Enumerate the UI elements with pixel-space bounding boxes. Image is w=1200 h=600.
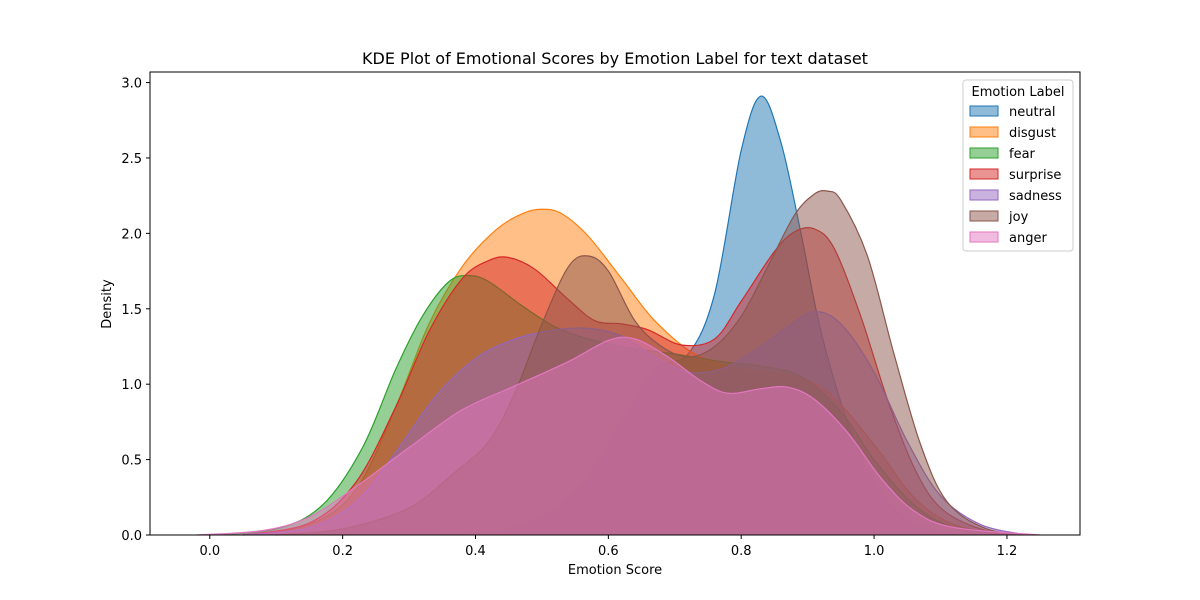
legend-label-sadness: sadness	[1009, 189, 1062, 204]
density-areas	[196, 95, 1041, 536]
density-area-anger	[196, 337, 1041, 535]
legend-swatch-fear	[969, 147, 999, 159]
chart-title: KDE Plot of Emotional Scores by Emotion …	[362, 49, 868, 68]
x-tick-label: 0.4	[465, 544, 486, 559]
legend-swatch-neutral	[969, 105, 999, 117]
x-axis-ticks: 0.0 0.2 0.4 0.6 0.8 1.0 1.2	[199, 535, 1017, 559]
legend-swatch-surprise	[969, 168, 999, 180]
x-axis-label: Emotion Score	[568, 563, 662, 578]
legend-swatch-joy	[969, 210, 999, 222]
legend-swatch-sadness	[969, 189, 999, 201]
y-axis-label: Density	[100, 279, 115, 329]
legend-label-surprise: surprise	[1009, 168, 1061, 183]
y-axis-ticks: 0.0 0.5 1.0 1.5 2.0 2.5 3.0	[121, 77, 150, 544]
y-tick-label: 1.5	[121, 303, 142, 318]
x-tick-label: 1.0	[864, 544, 885, 559]
x-tick-label: 0.8	[731, 544, 752, 559]
legend-box	[962, 79, 1074, 252]
legend-label-anger: anger	[1009, 231, 1047, 246]
y-tick-label: 2.5	[121, 152, 142, 167]
legend-title: Emotion Label	[972, 85, 1065, 100]
legend-label-disgust: disgust	[1009, 126, 1056, 141]
legend-items: neutral disgust fear surprise sadness joy ange…	[969, 105, 1062, 246]
y-tick-label: 0.5	[121, 454, 142, 469]
y-tick-label: 0.0	[121, 529, 142, 544]
x-tick-label: 0.2	[332, 544, 353, 559]
legend-label-neutral: neutral	[1009, 105, 1056, 120]
x-tick-label: 1.2	[997, 544, 1018, 559]
legend-label-fear: fear	[1009, 147, 1036, 162]
legend: Emotion Label neutral disgust fear surprise…	[962, 79, 1074, 252]
x-tick-label: 0.0	[199, 544, 220, 559]
y-tick-label: 2.0	[121, 227, 142, 242]
density-line-anger	[196, 336, 1041, 536]
legend-swatch-anger	[969, 231, 999, 243]
legend-label-joy: joy	[1008, 210, 1029, 225]
y-tick-label: 3.0	[121, 77, 142, 92]
y-tick-label: 1.0	[121, 378, 142, 393]
x-tick-label: 0.6	[598, 544, 619, 559]
legend-swatch-disgust	[969, 126, 999, 138]
axes-frame	[149, 71, 1081, 536]
